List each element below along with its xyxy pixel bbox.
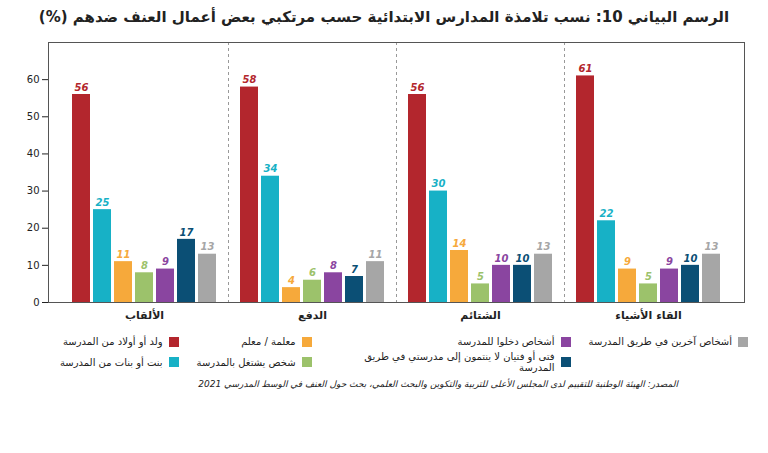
html-text:الرسم البياني 10: نسب تلامذة ا: الرسم البياني 10: نسب تلامذة المدارس الا… xyxy=(38,8,730,26)
svg-text:22: 22 xyxy=(600,208,614,219)
svg-text:11: 11 xyxy=(369,249,383,260)
svg-text:61: 61 xyxy=(579,63,593,74)
svg-text:4: 4 xyxy=(287,275,295,286)
svg-text:17: 17 xyxy=(180,227,194,238)
svg-text:9: 9 xyxy=(624,256,631,267)
svg-text:13: 13 xyxy=(705,241,719,252)
html-text:بنت أو بنات من المدرسة: بنت أو بنات من المدرسة xyxy=(60,356,163,368)
html-text:أشخاص دخلوا للمدرسة: أشخاص دخلوا للمدرسة xyxy=(457,336,555,347)
svg-text:20: 20 xyxy=(27,222,40,233)
svg-text:13: 13 xyxy=(201,241,215,252)
svg-text:5: 5 xyxy=(645,271,652,282)
svg-text:58: 58 xyxy=(243,74,257,85)
svg-text:25: 25 xyxy=(96,197,110,208)
svg-text:50: 50 xyxy=(27,111,40,122)
svg-text:القاء الأشياء: القاء الأشياء xyxy=(615,308,681,322)
svg-text:56: 56 xyxy=(411,82,425,93)
svg-text:5: 5 xyxy=(477,271,484,282)
svg-text:10: 10 xyxy=(495,253,509,264)
svg-text:8: 8 xyxy=(141,260,148,271)
svg-text:30: 30 xyxy=(432,178,446,189)
svg-text:11: 11 xyxy=(117,249,131,260)
svg-text:10: 10 xyxy=(684,253,698,264)
html-text:أشخاص آخرين في طريق المدرسة: أشخاص آخرين في طريق المدرسة xyxy=(588,336,732,347)
svg-text:9: 9 xyxy=(666,256,673,267)
svg-text:30: 30 xyxy=(27,185,40,196)
svg-text:9: 9 xyxy=(162,256,169,267)
svg-text:13: 13 xyxy=(537,241,551,252)
svg-text:10: 10 xyxy=(27,260,40,271)
svg-text:34: 34 xyxy=(264,163,278,174)
html-text:فتى أو فتيان لا ينتمون إلى مدر: فتى أو فتيان لا ينتمون إلى مدرستي في طري… xyxy=(364,351,555,373)
svg-text:6: 6 xyxy=(309,267,316,278)
html-text:شخص يشتغل بالمدرسة: شخص يشتغل بالمدرسة xyxy=(196,356,296,368)
svg-text:الشتائم: الشتائم xyxy=(460,309,500,322)
svg-text:الدفع: الدفع xyxy=(298,309,327,322)
svg-text:10: 10 xyxy=(516,253,530,264)
svg-text:الألقاب: الألقاب xyxy=(125,308,164,322)
svg-text:14: 14 xyxy=(453,238,467,249)
svg-text:60: 60 xyxy=(27,74,40,85)
html-text:ولد أو أولاد من المدرسة: ولد أو أولاد من المدرسة xyxy=(63,336,163,347)
svg-text:40: 40 xyxy=(27,148,40,159)
html-text:المصدر: الهيئة الوطنية للتقييم: المصدر: الهيئة الوطنية للتقييم لدى المجل… xyxy=(198,379,678,389)
svg-text:0: 0 xyxy=(33,297,39,308)
svg-text:56: 56 xyxy=(75,82,89,93)
svg-text:7: 7 xyxy=(351,264,358,275)
html-text:معلمة / معلم: معلمة / معلم xyxy=(241,336,296,347)
svg-text:8: 8 xyxy=(330,260,337,271)
